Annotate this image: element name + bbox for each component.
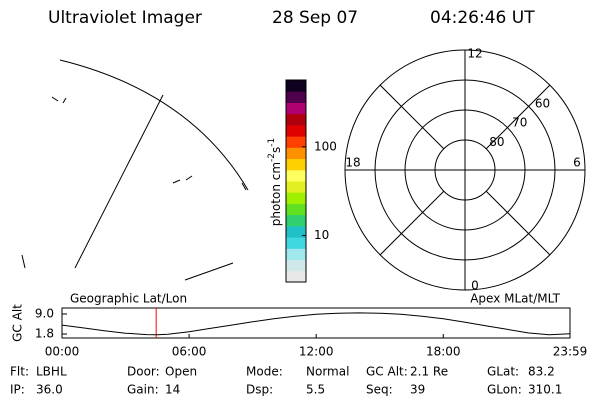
mlt-label: 18 [345,156,360,170]
colorbar-tick-label: 10 [314,228,329,242]
field-label: GC Alt: [366,365,408,379]
y-tick-label: 9.0 [35,307,54,321]
label-exponent: -2 [267,153,277,162]
field-value: 39 [410,383,425,397]
right-title: Apex MLat/MLT [470,292,560,306]
limb-arc [59,59,249,191]
meridian [74,94,164,269]
colorbar-tick-label: 100 [314,139,337,153]
altitude-line [61,312,571,336]
field-value: Open [165,365,197,379]
colorbar-segment [286,248,306,261]
field-label: Seq: [366,383,393,397]
field-value: 14 [165,383,180,397]
segment [51,96,59,102]
colorbar-segment [286,192,306,204]
label-part: s [269,147,283,153]
colorbar-segment [286,259,306,272]
left-title: Geographic Lat/Lon [70,292,187,306]
colorbar-segment [286,80,306,92]
colorbar-segment [286,113,306,126]
x-tick-label: 06:00 [172,345,207,359]
timeseries-frame [61,307,571,339]
x-tick-label: 12:00 [299,345,334,359]
colorbar-segment [286,102,306,115]
field-label: GLat: [487,365,519,379]
image-panel [21,59,249,281]
time: 04:26:46 UT [430,8,535,28]
field-label: Gain: [127,383,159,397]
field-label: IP: [10,383,25,397]
colorbar-segment [286,203,306,216]
mlt-label: 0 [471,279,479,293]
field-label: GLon: [487,383,522,397]
polar-spoke [379,190,445,256]
colorbar-segment [286,181,306,193]
colorbar-segment [286,147,306,160]
colorbar-segment [286,169,306,182]
label-part: photon cm [269,162,283,226]
colorbar-frame [285,79,307,283]
field-label: Mode: [246,365,283,379]
segment [172,179,181,184]
field-value: 310.1 [528,383,562,397]
segment [184,262,234,281]
colorbar-segment [286,225,306,238]
field-value: 36.0 [36,383,63,397]
field-value: LBHL [36,365,67,379]
polar-ring-label: 60 [535,96,550,110]
x-tick-label: 18:00 [426,345,461,359]
segment [21,254,26,269]
colorbar-segment [286,124,306,137]
polar-ring-label: 70 [512,116,527,130]
polar-ring [434,139,496,201]
colorbar-segment [286,237,306,249]
y-axis-label: GC Alt [11,304,25,342]
field-value: Normal [306,365,349,379]
polar-spoke [379,84,445,150]
mlt-label: 6 [573,156,581,170]
field-value: 83.2 [528,365,555,379]
field-value: 2.1 Re [410,365,448,379]
segment [62,97,67,104]
field-label: Flt: [10,365,29,379]
colorbar-segment [286,136,306,148]
title: Ultraviolet Imager [48,8,202,28]
date: 28 Sep 07 [272,8,358,28]
label-exponent: -1 [267,138,277,147]
colorbar-segment [286,270,306,283]
segment [241,182,247,191]
polar-ring [374,79,556,261]
y-tick-label: 1.8 [35,327,54,341]
colorbar-segment [286,214,306,227]
polar-spoke [485,84,551,150]
colorbar-label: photon cm-2s-1 [267,138,283,227]
segment [185,175,193,181]
colorbar-segment [286,158,306,171]
colorbar-segment [286,91,306,103]
polar-ring-label: 80 [489,135,504,149]
field-label: Dsp: [246,383,273,397]
polar-spoke [485,190,551,256]
polar-ring [404,109,526,231]
mlt-label: 12 [467,47,482,61]
field-value: 5.5 [306,383,325,397]
field-label: Door: [127,365,160,379]
x-tick-label: 23:59 [553,345,588,359]
x-tick-label: 00:00 [45,345,80,359]
